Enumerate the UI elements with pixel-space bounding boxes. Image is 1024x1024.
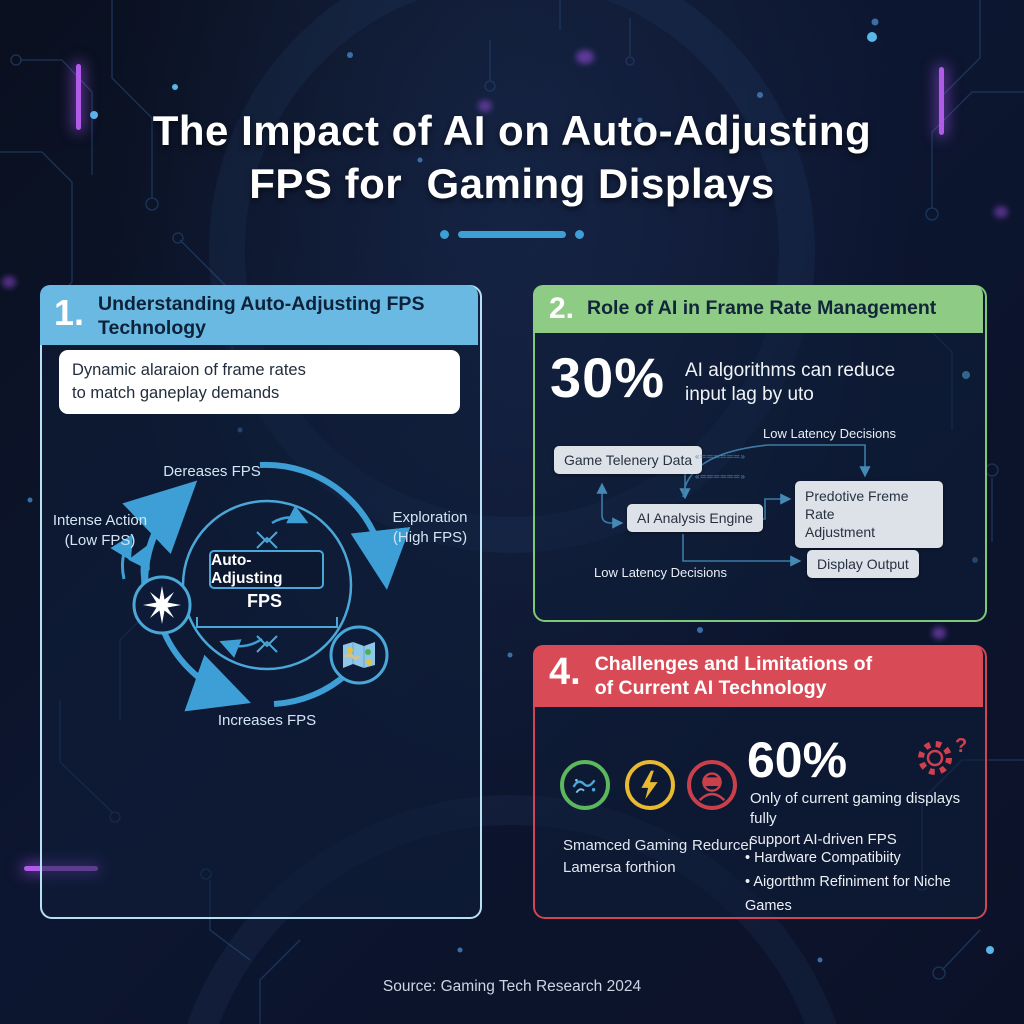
limitations-bullet-list: Hardware Compatibiity Aigortthm Refinime… — [745, 847, 985, 919]
flow-box-display-output: Display Output — [807, 550, 919, 578]
description-line2: to match ganeplay demands — [72, 384, 280, 403]
divider-bar — [458, 231, 566, 238]
gear-question-icon: ? — [913, 735, 973, 785]
section-1-header: 1. Understanding Auto-Adjusting FPS Tech… — [40, 285, 478, 345]
performance-waves-icon — [560, 760, 610, 810]
purple-glow-dot — [2, 276, 16, 288]
stat-60-text: Only of current gaming displays fully su… — [750, 790, 961, 848]
decorative-tag: «══════» — [695, 452, 746, 461]
diagram-label-intense-action: Intense Action (Low FPS) — [52, 512, 148, 549]
page-title-line2: FPS for Gaming Displays — [249, 160, 775, 208]
lightning-bolt-icon — [625, 760, 675, 810]
diagram-label-exploration: Exploration (High FPS) — [392, 509, 468, 546]
stat-60-percent: 60% — [747, 732, 848, 788]
source-attribution: Source: Gaming Tech Research 2024 — [382, 978, 642, 995]
icon-caption-1: Smamced Gaming Lamersa forthion — [563, 837, 688, 876]
section-2-header: 2. Role of AI in Frame Rate Management — [533, 285, 983, 333]
question-mark: ? — [955, 735, 968, 757]
flow-box-ai-analysis-engine: AI Analysis Engine — [627, 504, 763, 532]
description-line1: Dynamic alaraion of frame rates — [72, 361, 306, 379]
map-icon — [343, 642, 375, 668]
decorative-tag: «══════» — [695, 472, 746, 481]
purple-accent-bar-right — [939, 67, 944, 135]
section-1-panel: 1. Understanding Auto-Adjusting FPS Tech… — [40, 285, 482, 919]
flow-box-game-telemetry: Game Telenery Data — [554, 446, 703, 474]
title-divider — [0, 230, 1024, 239]
stat-30-percent: 30% — [550, 346, 666, 409]
bullet-item: Aigortthm Refiniment for Niche Games — [745, 871, 985, 919]
section-4-heading: Challenges and Limitations of of Current… — [594, 653, 873, 699]
auto-adjusting-box: Auto-Adjusting — [209, 550, 324, 589]
section-1-number: 1. — [54, 292, 85, 333]
section-1-description-card: Dynamic alaraion of frame rates to match… — [59, 350, 460, 415]
section-2-number: 2. — [549, 292, 575, 325]
purple-accent-bar-left — [76, 64, 81, 130]
divider-dot — [440, 230, 449, 239]
icon-caption-2: Redurcel — [692, 837, 753, 854]
section-2-heading: Role of AI in Frame Rate Management — [587, 297, 937, 319]
purple-glow-dot — [932, 627, 946, 639]
section-4-header: 4. Challenges and Limitations of of Curr… — [533, 645, 983, 707]
bullet-item: Hardware Compatibiity — [745, 847, 985, 871]
section-2-panel: 2. Role of AI in Frame Rate Management 3… — [533, 285, 987, 622]
purple-glow-dot — [994, 206, 1008, 218]
page-title: The Impact of AI on Auto-Adjusting FPS f… — [0, 104, 1024, 211]
diagram-label-decreases: Dereases FPS — [163, 463, 261, 480]
purple-glow-dot — [478, 100, 492, 112]
section-1-heading: Understanding Auto-Adjusting FPS Technol… — [98, 293, 425, 339]
fps-label: FPS — [246, 591, 282, 611]
fps-cycle-diagram — [110, 461, 411, 712]
vr-headset-icon — [687, 760, 737, 810]
flow-label-top: Low Latency Decisions — [763, 426, 896, 441]
stat-30-text: AI algorithms can reduce input lag by ut… — [685, 360, 896, 405]
purple-glow-dot — [576, 50, 594, 64]
divider-dot — [575, 230, 584, 239]
section-4-panel: 4. Challenges and Limitations of of Curr… — [533, 645, 987, 919]
flow-box-predictive-adjustment: Predotive Freme Rate Adjustment — [795, 481, 943, 548]
section-4-number: 4. — [549, 651, 581, 693]
explosion-icon — [143, 586, 181, 624]
flow-label-bottom: Low Latency Decisions — [594, 565, 727, 580]
diagram-label-increases: Increases FPS — [217, 712, 317, 729]
page-title-line1: The Impact of AI on Auto-Adjusting — [152, 107, 872, 154]
